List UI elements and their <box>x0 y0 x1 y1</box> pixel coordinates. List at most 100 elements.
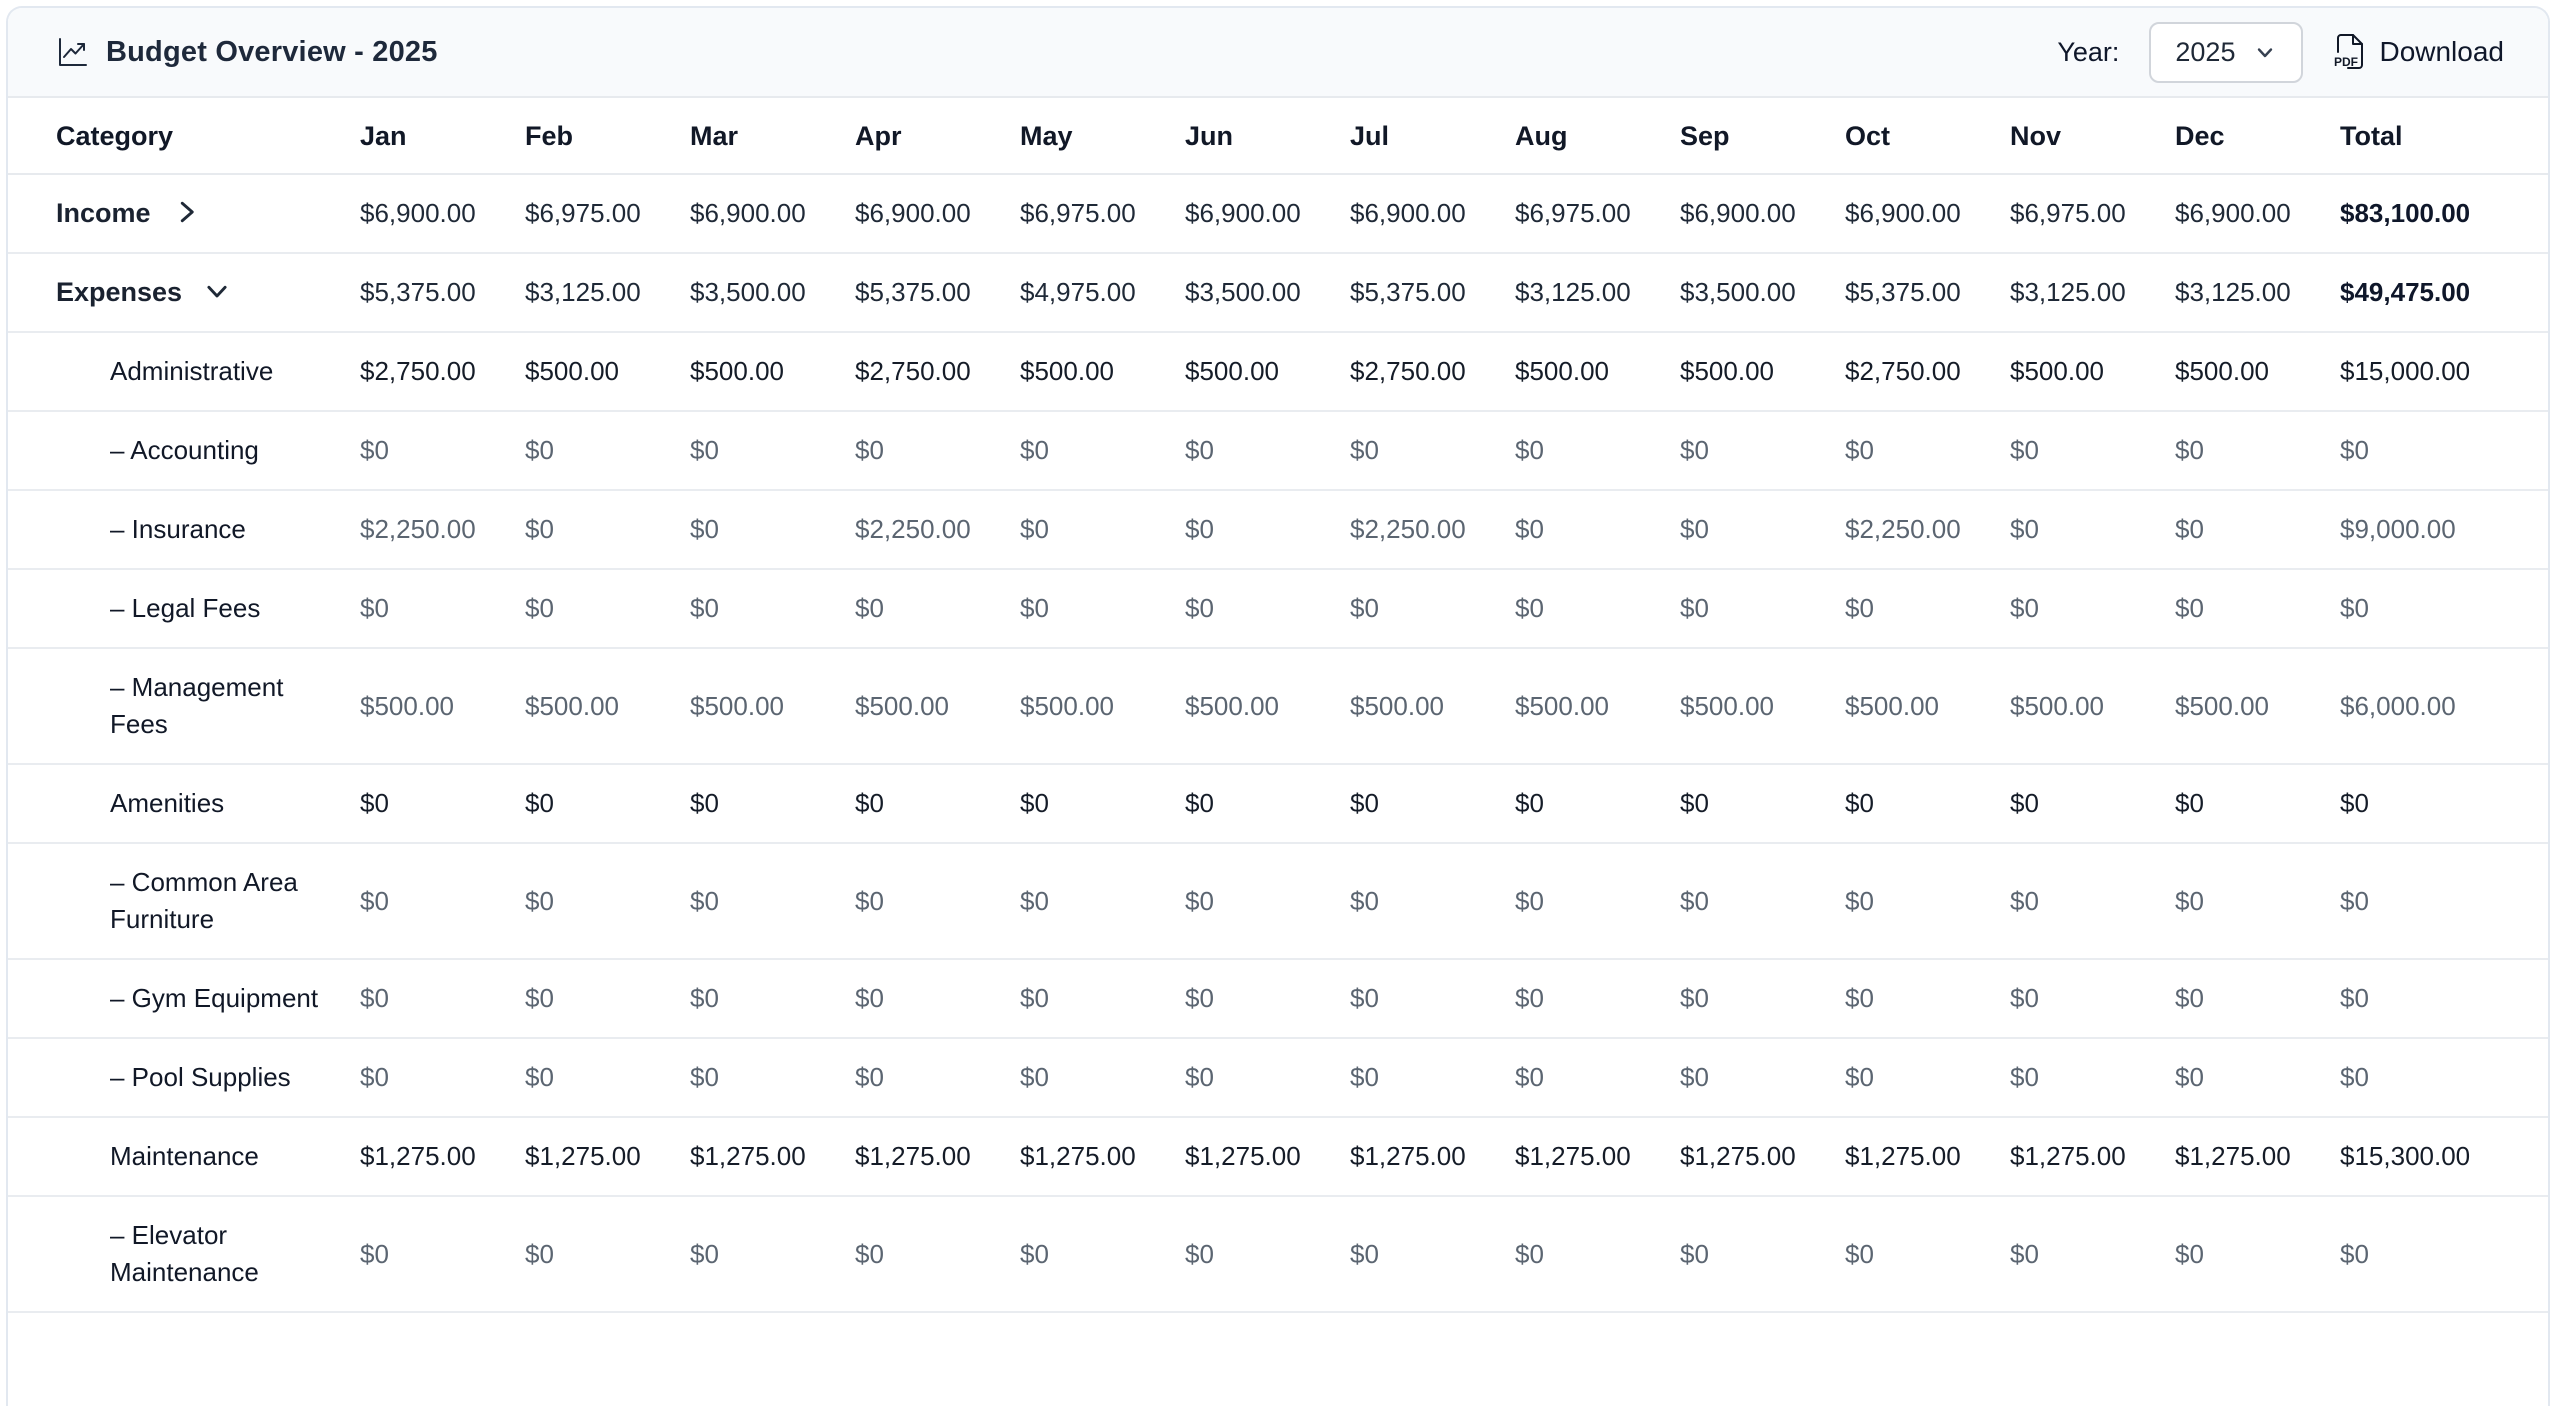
value-cell: $0 <box>1330 569 1495 649</box>
value-cell: $0 <box>1000 959 1165 1039</box>
table-row: – Accounting $0 $0 $0 $0 $0 $0 $0 $0 $0 $0 $0 $0 $0 <box>8 411 2548 491</box>
value-cell: $0 <box>835 411 1000 491</box>
value-cell: $0 <box>1825 1038 1990 1118</box>
column-header-jun: Jun <box>1165 98 1330 175</box>
budget-table: Category Jan Feb Mar Apr May Jun Jul Aug Sep Oct No… <box>8 98 2548 1313</box>
value-cell: $0 <box>2155 1038 2320 1118</box>
value-cell: $0 <box>1000 569 1165 649</box>
value-cell: $0 <box>1330 959 1495 1039</box>
value-cell: $0 <box>2155 490 2320 570</box>
value-cell: $0 <box>1000 764 1165 844</box>
value-cell: $5,375.00 <box>835 253 1000 333</box>
column-header-nov: Nov <box>1990 98 2155 175</box>
category-label: Maintenance <box>110 1141 259 1171</box>
value-cell: $0 <box>2155 843 2320 960</box>
table-row: Administrative $2,750.00 $500.00 $500.00 $2,… <box>8 332 2548 412</box>
value-cell: $500.00 <box>1660 332 1825 412</box>
value-cell: $0 <box>1660 764 1825 844</box>
value-cell: $0 <box>1990 490 2155 570</box>
value-cell: $500.00 <box>1990 648 2155 765</box>
value-cell: $0 <box>2155 959 2320 1039</box>
value-cell: $1,275.00 <box>1165 1117 1330 1197</box>
value-cell: $0 <box>670 959 835 1039</box>
value-cell: $3,500.00 <box>1660 253 1825 333</box>
value-cell: $500.00 <box>1165 332 1330 412</box>
column-header-feb: Feb <box>505 98 670 175</box>
value-cell: $6,900.00 <box>1330 174 1495 254</box>
column-header-mar: Mar <box>670 98 835 175</box>
value-cell: $0 <box>1825 764 1990 844</box>
value-cell: $500.00 <box>1000 332 1165 412</box>
value-cell: $0 <box>1165 764 1330 844</box>
table-row: – Pool Supplies $0 $0 $0 $0 $0 $0 $0 $0 $0 $0 $0 $0 $… <box>8 1038 2548 1118</box>
value-cell: $3,125.00 <box>2155 253 2320 333</box>
category-cell[interactable]: Income <box>8 174 340 254</box>
value-cell: $0 <box>1330 764 1495 844</box>
value-cell: $0 <box>670 490 835 570</box>
download-button[interactable]: PDF Download <box>2333 33 2504 71</box>
column-header-jan: Jan <box>340 98 505 175</box>
value-cell: $500.00 <box>1495 332 1660 412</box>
value-cell: $0 <box>1825 959 1990 1039</box>
year-select-value: 2025 <box>2175 36 2236 67</box>
column-header-aug: Aug <box>1495 98 1660 175</box>
value-cell: $0 <box>1660 490 1825 570</box>
category-cell: – Legal Fees <box>8 569 340 649</box>
chart-line-icon <box>59 38 87 66</box>
value-cell: $6,975.00 <box>1990 174 2155 254</box>
value-cell: $0 <box>1330 411 1495 491</box>
value-cell: $0 <box>340 1196 505 1313</box>
value-cell: $0 <box>1000 843 1165 960</box>
value-cell: $0 <box>1825 843 1990 960</box>
category-cell: – Pool Supplies <box>8 1038 340 1118</box>
category-cell: – Gym Equipment <box>8 959 340 1039</box>
column-header-may: May <box>1000 98 1165 175</box>
value-cell: $3,125.00 <box>1495 253 1660 333</box>
year-select[interactable]: 2025 <box>2149 21 2304 83</box>
total-cell: $0 <box>2320 411 2548 491</box>
table-row: – Insurance $2,250.00 $0 $0 $2,250.00 $0 $0 $2,… <box>8 490 2548 570</box>
value-cell: $0 <box>2155 411 2320 491</box>
download-label: Download <box>2379 36 2504 67</box>
value-cell: $1,275.00 <box>340 1117 505 1197</box>
category-cell[interactable]: Expenses <box>8 253 340 333</box>
value-cell: $1,275.00 <box>835 1117 1000 1197</box>
category-label: Expenses <box>56 277 183 307</box>
value-cell: $0 <box>1660 411 1825 491</box>
value-cell: $0 <box>1825 1196 1990 1313</box>
chevron-down-icon <box>2258 48 2273 58</box>
value-cell: $0 <box>835 569 1000 649</box>
value-cell: $0 <box>1495 490 1660 570</box>
category-cell: Amenities <box>8 764 340 844</box>
value-cell: $0 <box>340 411 505 491</box>
category-label: Amenities <box>110 788 225 818</box>
value-cell: $6,975.00 <box>1000 174 1165 254</box>
table-row: Amenities $0 $0 $0 $0 $0 $0 $0 $0 $0 $0 $0 $0 $0 <box>8 764 2548 844</box>
value-cell: $6,900.00 <box>1660 174 1825 254</box>
value-cell: $0 <box>340 959 505 1039</box>
value-cell: $3,125.00 <box>505 253 670 333</box>
value-cell: $6,900.00 <box>2155 174 2320 254</box>
value-cell: $0 <box>1825 411 1990 491</box>
chevron-down-icon <box>207 285 227 298</box>
value-cell: $0 <box>835 843 1000 960</box>
value-cell: $0 <box>835 959 1000 1039</box>
value-cell: $0 <box>1000 490 1165 570</box>
value-cell: $0 <box>1000 1196 1165 1313</box>
category-cell: Maintenance <box>8 1117 340 1197</box>
value-cell: $1,275.00 <box>1825 1117 1990 1197</box>
value-cell: $0 <box>670 1038 835 1118</box>
value-cell: $0 <box>505 843 670 960</box>
value-cell: $0 <box>340 569 505 649</box>
budget-overview-card: Budget Overview - 2025 Year: 2025 PDF Do… <box>6 6 2550 1406</box>
value-cell: $1,275.00 <box>1495 1117 1660 1197</box>
value-cell: $0 <box>505 1038 670 1118</box>
category-label: Income <box>56 198 151 228</box>
value-cell: $6,900.00 <box>1825 174 1990 254</box>
table-header-row: Category Jan Feb Mar Apr May Jun Jul Aug Sep Oct No… <box>8 98 2548 175</box>
value-cell: $0 <box>1660 1196 1825 1313</box>
value-cell: $0 <box>1990 411 2155 491</box>
total-cell: $0 <box>2320 1196 2548 1313</box>
value-cell: $0 <box>1000 1038 1165 1118</box>
value-cell: $0 <box>2155 1196 2320 1313</box>
